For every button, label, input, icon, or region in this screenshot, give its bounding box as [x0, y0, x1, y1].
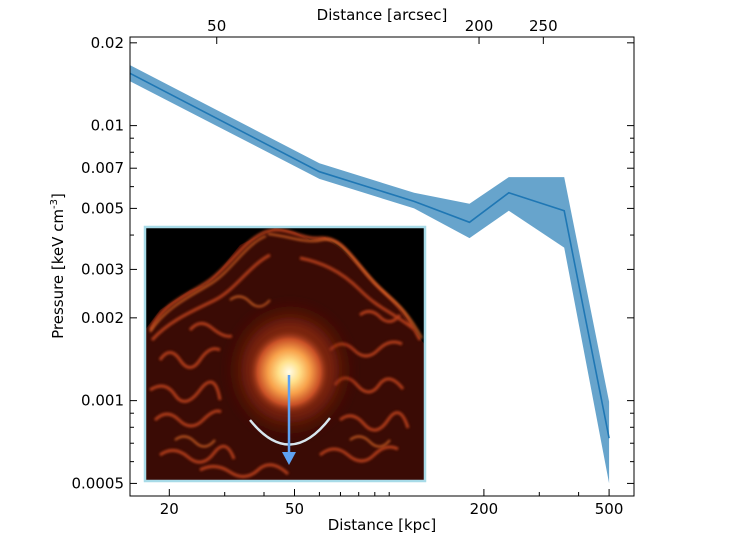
- ticks-layer: 20 50 200 500 50 200 250 0.02 0.01 0.007 0.005 0.00…: [72, 17, 635, 518]
- x-tick-label: 50: [285, 500, 304, 518]
- y-axis-title-exp: -3: [49, 199, 60, 209]
- x2-tick-label: 200: [465, 17, 494, 35]
- x2-tick-label: 250: [529, 17, 558, 35]
- y-tick-label: 0.007: [81, 159, 124, 177]
- x2-axis-title: Distance [arcsec]: [317, 6, 448, 24]
- x-tick-label: 20: [160, 500, 179, 518]
- y-tick-label: 0.02: [91, 34, 124, 52]
- y-axis-title: Pressure [keV cm-3]: [49, 193, 67, 339]
- x2-tick-label: 50: [207, 17, 226, 35]
- y-tick-label: 0.003: [81, 260, 124, 278]
- y-tick-label: 0.001: [81, 392, 124, 410]
- y-tick-label: 0.002: [81, 309, 124, 327]
- inset-arrow-head: [282, 452, 296, 465]
- y-tick-label: 0.0005: [72, 474, 125, 492]
- x-tick-label: 500: [595, 500, 624, 518]
- inset-image: [143, 225, 427, 483]
- y-tick-label: 0.01: [91, 117, 124, 135]
- y-tick-label: 0.005: [81, 199, 124, 217]
- x-tick-label: 200: [470, 500, 499, 518]
- plot-frame: [129, 36, 635, 497]
- x-axis-title: Distance [kpc]: [328, 516, 437, 534]
- inset-border: [143, 225, 427, 483]
- series-line-layer: [129, 72, 610, 439]
- series-0-line: [129, 72, 610, 439]
- y-axis-title-main: Pressure [keV cm: [49, 209, 67, 339]
- y-axis-title-close: ]: [49, 193, 67, 199]
